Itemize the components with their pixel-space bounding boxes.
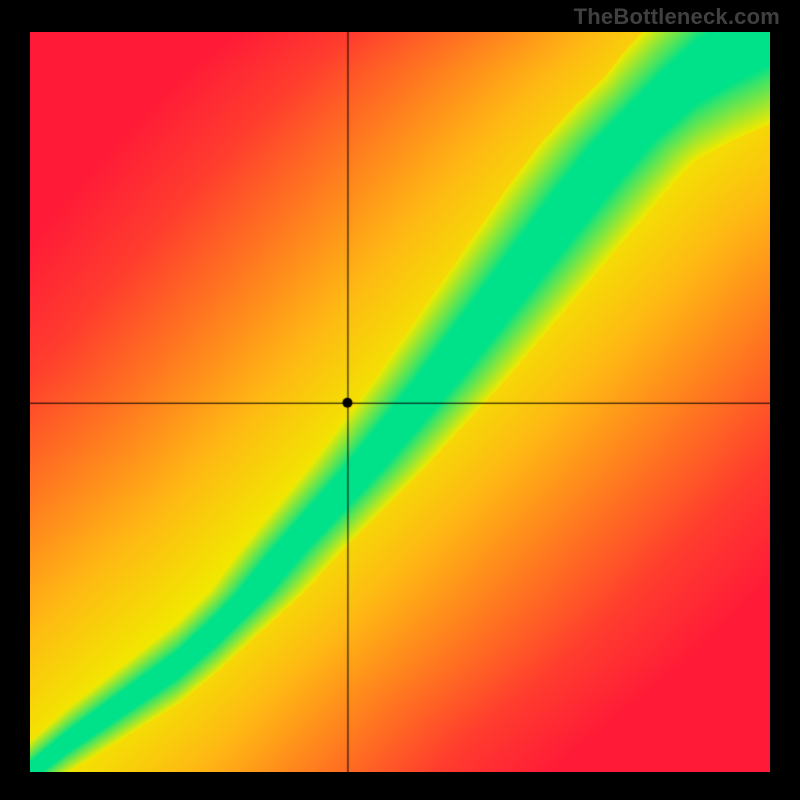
bottleneck-heatmap — [30, 32, 770, 772]
watermark-text: TheBottleneck.com — [574, 4, 780, 30]
